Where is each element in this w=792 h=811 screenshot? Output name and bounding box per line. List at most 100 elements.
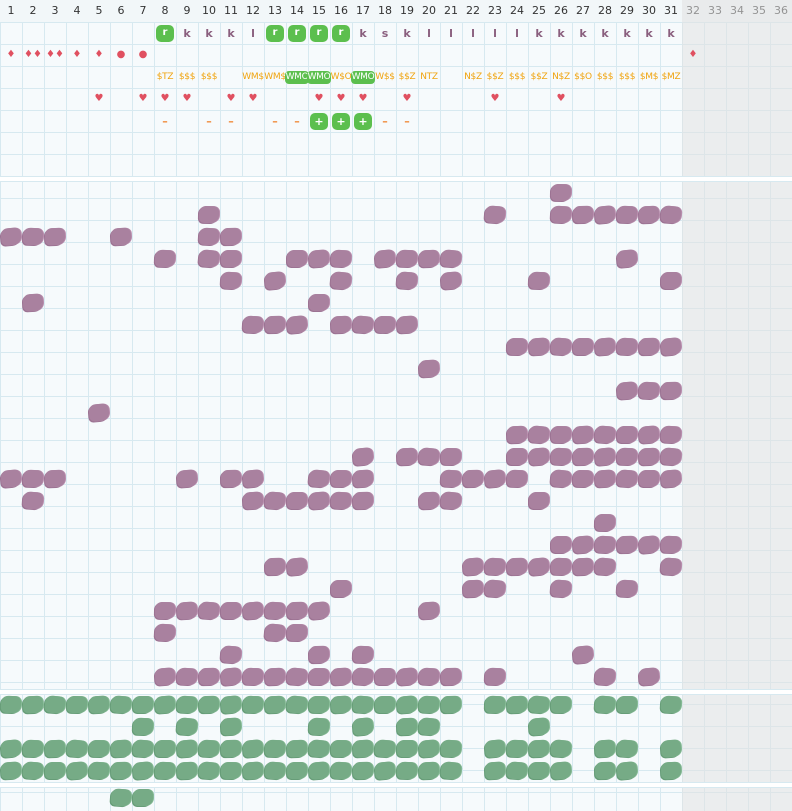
purple-block[interactable]	[330, 469, 352, 488]
purple-block[interactable]	[330, 491, 352, 510]
column-number[interactable]: 15	[312, 4, 326, 17]
heart-cell[interactable]: ♥	[88, 88, 110, 110]
code-cell[interactable]: $$Z	[396, 66, 418, 88]
green-block[interactable]	[550, 739, 572, 758]
green-block[interactable]	[528, 739, 550, 758]
column-number[interactable]: 8	[161, 4, 169, 17]
code-cell[interactable]: $$O	[572, 66, 594, 88]
green-block[interactable]	[132, 739, 154, 758]
letter-cell[interactable]: r	[154, 22, 176, 44]
purple-block[interactable]	[594, 535, 616, 554]
green-block[interactable]	[484, 761, 506, 780]
heart-cell[interactable]: ♥	[352, 88, 374, 110]
green-block[interactable]	[396, 695, 418, 714]
code-cell[interactable]: N$Z	[462, 66, 484, 88]
column-number[interactable]: 2	[29, 4, 37, 17]
column-number[interactable]: 14	[290, 4, 304, 17]
purple-block[interactable]	[221, 602, 241, 619]
green-block[interactable]	[418, 717, 440, 736]
purple-block[interactable]	[660, 381, 682, 400]
purple-block[interactable]	[154, 623, 176, 642]
green-block[interactable]	[616, 739, 638, 758]
purple-block[interactable]	[176, 601, 198, 620]
letter-cell[interactable]: k	[528, 22, 550, 44]
dash-cell[interactable]: –	[154, 110, 176, 132]
code-cell[interactable]: W$$	[374, 66, 396, 88]
mark-cell[interactable]: ♦	[0, 44, 22, 66]
mark-cell[interactable]: ♦	[682, 44, 704, 66]
purple-block[interactable]	[616, 337, 638, 356]
purple-block[interactable]	[572, 535, 594, 554]
purple-block[interactable]	[264, 623, 286, 642]
heart-cell[interactable]: ♥	[396, 88, 418, 110]
code-cell[interactable]: $$Z	[484, 66, 506, 88]
green-block[interactable]	[22, 695, 44, 714]
purple-block[interactable]	[44, 469, 66, 488]
green-block[interactable]	[506, 695, 528, 714]
heart-cell[interactable]: ♥	[132, 88, 154, 110]
purple-block[interactable]	[352, 667, 374, 686]
green-block[interactable]	[198, 739, 220, 758]
green-block[interactable]	[66, 695, 88, 714]
green-block[interactable]	[440, 739, 462, 758]
code-cell[interactable]: $$$	[198, 66, 220, 88]
green-block[interactable]	[44, 695, 66, 714]
letter-cell[interactable]: k	[198, 22, 220, 44]
green-block[interactable]	[418, 739, 440, 758]
purple-block[interactable]	[375, 668, 395, 685]
purple-block[interactable]	[529, 492, 549, 509]
purple-block[interactable]	[88, 403, 110, 422]
green-block[interactable]	[287, 762, 307, 779]
purple-block[interactable]	[352, 645, 374, 664]
mark-cell[interactable]: ♦	[88, 44, 110, 66]
dash-cell[interactable]: –	[286, 110, 308, 132]
purple-block[interactable]	[484, 205, 506, 224]
purple-block[interactable]	[418, 667, 440, 686]
purple-block[interactable]	[484, 557, 506, 576]
column-number[interactable]: 21	[444, 4, 458, 17]
purple-block[interactable]	[286, 667, 308, 686]
purple-block[interactable]	[572, 425, 594, 444]
mark-cell[interactable]: ●	[132, 44, 154, 66]
green-block[interactable]	[352, 695, 374, 714]
purple-block[interactable]	[22, 491, 44, 510]
letter-cell[interactable]: k	[660, 22, 682, 44]
purple-block[interactable]	[660, 557, 682, 576]
purple-block[interactable]	[440, 271, 462, 290]
green-block[interactable]	[660, 739, 682, 758]
dash-cell[interactable]: +	[308, 110, 330, 132]
purple-block[interactable]	[22, 227, 44, 246]
purple-block[interactable]	[594, 469, 616, 488]
purple-block[interactable]	[198, 249, 220, 268]
green-block[interactable]	[22, 739, 44, 758]
green-block[interactable]	[286, 739, 308, 758]
purple-block[interactable]	[220, 271, 242, 290]
purple-block[interactable]	[660, 469, 682, 488]
purple-block[interactable]	[396, 315, 418, 334]
purple-block[interactable]	[242, 667, 264, 686]
dash-cell[interactable]: –	[264, 110, 286, 132]
purple-block[interactable]	[616, 205, 638, 224]
purple-block[interactable]	[550, 183, 572, 202]
purple-block[interactable]	[638, 447, 660, 466]
purple-block[interactable]	[396, 667, 418, 686]
green-block[interactable]	[88, 761, 110, 780]
purple-block[interactable]	[550, 579, 572, 598]
purple-block[interactable]	[594, 425, 616, 444]
green-block[interactable]	[110, 695, 132, 714]
column-number[interactable]: 23	[488, 4, 502, 17]
code-cell[interactable]: $MZ	[660, 66, 682, 88]
purple-block[interactable]	[242, 315, 264, 334]
purple-block[interactable]	[0, 227, 22, 246]
purple-block[interactable]	[616, 447, 638, 466]
column-number[interactable]: 30	[642, 4, 656, 17]
code-cell[interactable]: WMO	[306, 66, 332, 88]
purple-block[interactable]	[198, 227, 220, 246]
green-block[interactable]	[484, 739, 506, 758]
purple-block[interactable]	[572, 557, 594, 576]
code-cell[interactable]: $$$	[594, 66, 616, 88]
purple-block[interactable]	[594, 557, 616, 576]
purple-block[interactable]	[396, 271, 418, 290]
purple-block[interactable]	[154, 667, 176, 686]
purple-block[interactable]	[396, 447, 418, 466]
